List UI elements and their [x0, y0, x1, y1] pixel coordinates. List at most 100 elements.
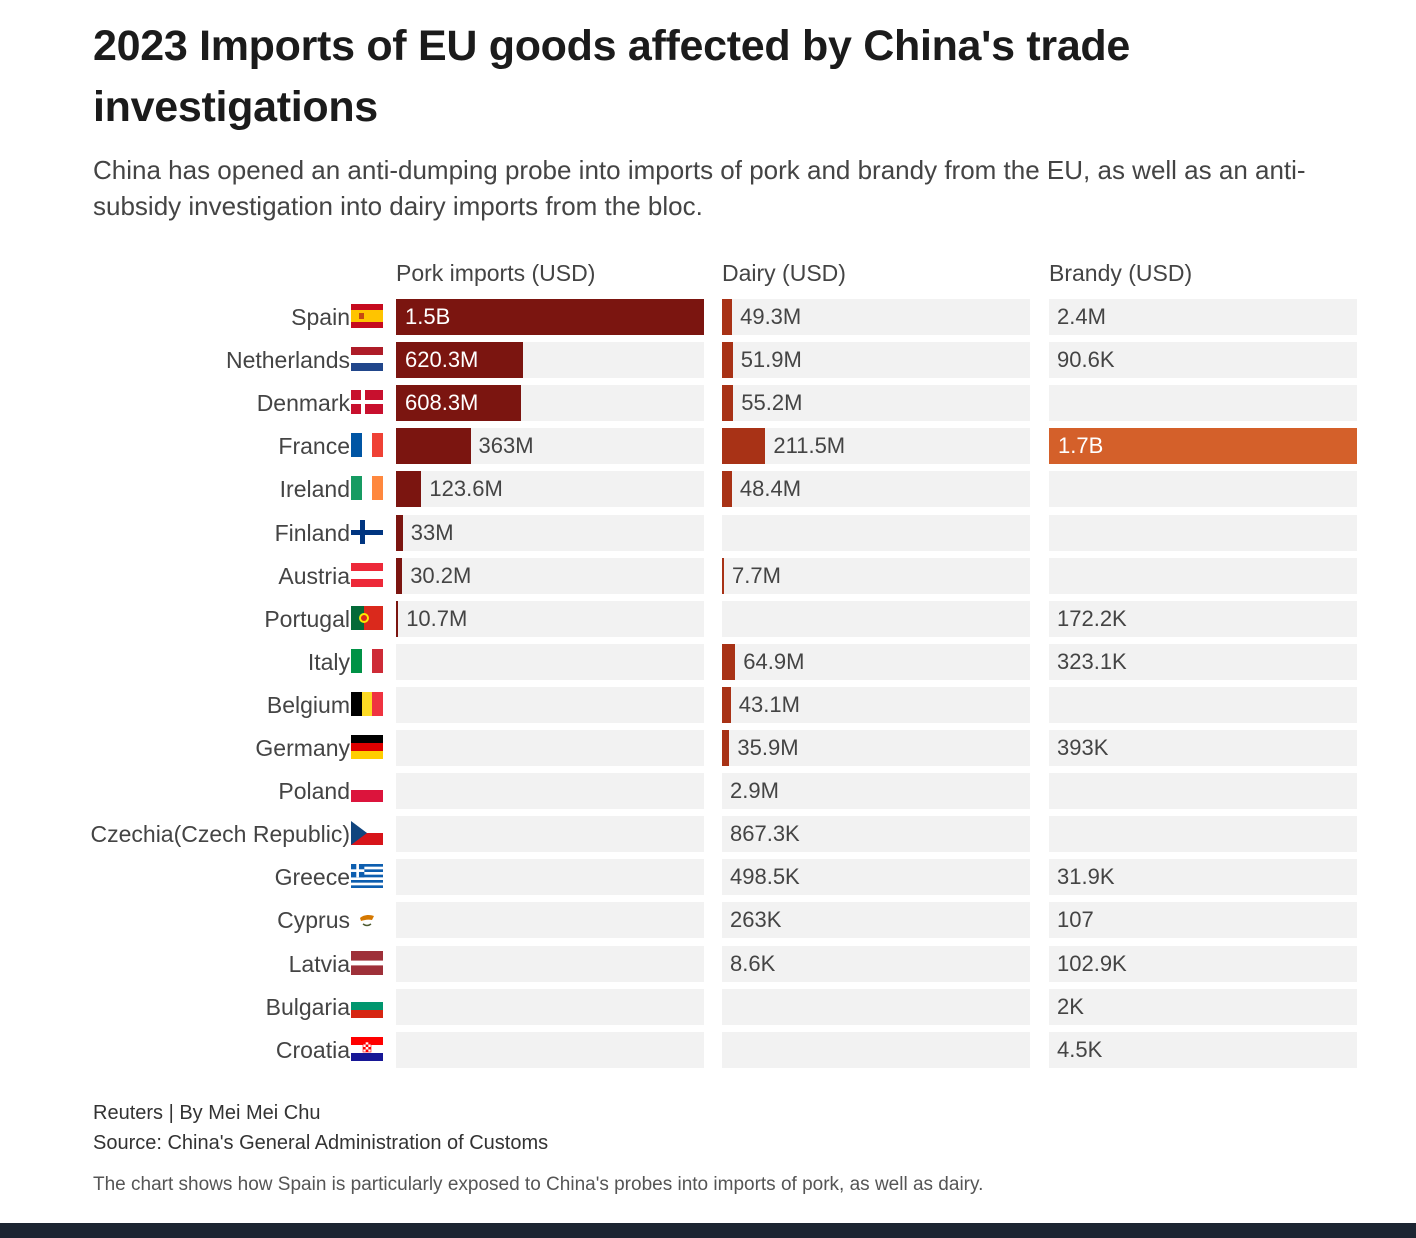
- pork-bar: [396, 342, 524, 379]
- country-label: Ireland: [279, 476, 350, 503]
- bottom-strip: [0, 1223, 1416, 1238]
- pork-bar: [396, 514, 403, 551]
- country-row-gr: Greece 498.5K 31.9K: [0, 859, 1416, 896]
- dairy-cell: [722, 600, 1030, 637]
- country-label: Cyprus: [277, 907, 350, 934]
- pork-cell: 10.7M: [396, 600, 704, 637]
- flag-cy-icon: [351, 907, 383, 932]
- brandy-value-label: 107: [1057, 907, 1094, 933]
- dairy-bar: [722, 730, 730, 766]
- pork-cell: [396, 643, 704, 680]
- flag-bg-icon: [351, 993, 383, 1018]
- country-row-pt: Portugal 10.7M 172.2K: [0, 600, 1416, 637]
- brandy-cell: 4.5K: [1049, 1031, 1357, 1068]
- pork-bar: [396, 299, 704, 335]
- dairy-cell: 2.9M: [722, 773, 1030, 810]
- country-label: Germany: [255, 735, 350, 761]
- pork-cell: 1.5B: [396, 299, 704, 335]
- pork-cell: [396, 816, 704, 853]
- brandy-cell: 1.7B: [1049, 428, 1357, 465]
- dairy-value-label: 35.9M: [737, 735, 799, 760]
- flag-es-icon: [351, 304, 383, 328]
- country-row-lv: Latvia 8.6K 102.9K: [0, 945, 1416, 982]
- pork-cell: 363M: [396, 428, 704, 465]
- pork-bar: [396, 428, 471, 465]
- pork-bar: [396, 600, 399, 637]
- flag-at-icon: [351, 562, 383, 587]
- flag-cz-icon: [351, 821, 383, 846]
- brandy-cell: 2.4M: [1049, 299, 1357, 335]
- chart-note: The chart shows how Spain is particularl…: [93, 1174, 984, 1195]
- pork-cell: 123.6M: [396, 471, 704, 508]
- brandy-cell: 107: [1049, 902, 1357, 939]
- country-row-bg: Bulgaria 2K: [0, 988, 1416, 1025]
- country-label: Latvia: [288, 950, 350, 977]
- dairy-bar: [722, 428, 766, 465]
- credit-line: Reuters | By Mei Mei Chu: [93, 1102, 321, 1124]
- flag-gr-icon: [351, 864, 383, 889]
- country-label: Czechia(Czech Republic): [90, 821, 351, 848]
- country-label: Greece: [274, 864, 350, 891]
- dairy-cell: [722, 1031, 1030, 1068]
- pork-bar: [396, 385, 521, 422]
- dairy-value-label: 211.5M: [773, 433, 846, 459]
- brandy-cell: [1049, 816, 1357, 853]
- dairy-value-label: 51.9M: [740, 347, 802, 373]
- flag-lv-icon: [351, 950, 383, 975]
- brandy-cell: [1049, 385, 1357, 422]
- dairy-value-label: 7.7M: [732, 562, 781, 588]
- brandy-value-label: 31.9K: [1057, 864, 1115, 890]
- pork-value-label: 30.2M: [410, 562, 472, 588]
- dairy-cell: 498.5K: [722, 859, 1030, 896]
- country-label: Finland: [274, 519, 350, 546]
- pork-value-label: 33M: [410, 519, 454, 545]
- dairy-cell: 55.2M: [722, 385, 1030, 422]
- pork-cell: 33M: [396, 514, 704, 551]
- flag-ie-icon: [351, 476, 383, 501]
- country-label: Poland: [278, 778, 350, 805]
- pork-value-label: 608.3M: [405, 390, 479, 416]
- brandy-cell: 172.2K: [1049, 600, 1357, 637]
- pork-cell: [396, 1031, 704, 1068]
- column-header-brandy: Brandy (USD): [1049, 260, 1193, 286]
- dairy-cell: [722, 988, 1030, 1025]
- column-header-pork: Pork imports (USD): [396, 260, 596, 286]
- brandy-cell: 323.1K: [1049, 643, 1357, 680]
- column-header-dairy: Dairy (USD): [722, 260, 846, 286]
- source-line: Source: China's General Administration o…: [93, 1132, 549, 1154]
- dairy-cell: 35.9M: [722, 730, 1030, 766]
- country-row-fi: Finland 33M: [0, 514, 1416, 551]
- country-label: Belgium: [266, 691, 350, 718]
- flag-nl-icon: [351, 347, 383, 372]
- dairy-bar: [722, 385, 734, 422]
- country-row-dk: Denmark 608.3M 55.2M: [0, 385, 1416, 422]
- brandy-cell: 393K: [1049, 730, 1357, 766]
- flag-fi-icon: [351, 519, 383, 544]
- dairy-bar: [722, 557, 724, 594]
- country-row-pl: Poland 2.9M: [0, 773, 1416, 810]
- dairy-cell: 48.4M: [722, 471, 1030, 508]
- flag-fr-icon: [351, 433, 383, 458]
- pork-value-label: 123.6M: [429, 476, 503, 502]
- country-row-de: Germany 35.9M 393K: [0, 730, 1416, 766]
- brandy-cell: [1049, 686, 1357, 723]
- brandy-value-label: 102.9K: [1057, 950, 1127, 976]
- chart-subtitle: China has opened an anti-dumping probe i…: [93, 155, 1306, 221]
- dairy-bar: [722, 299, 733, 335]
- brandy-value-label: 2.4M: [1057, 304, 1106, 329]
- dairy-cell: [722, 514, 1030, 551]
- country-label: France: [278, 433, 350, 460]
- dairy-value-label: 55.2M: [741, 390, 803, 416]
- brandy-value-label: 90.6K: [1057, 347, 1115, 373]
- flag-de-icon: [351, 735, 383, 759]
- brandy-cell: [1049, 557, 1357, 594]
- dairy-bar: [722, 471, 732, 508]
- dairy-cell: 263K: [722, 902, 1030, 939]
- country-label: Portugal: [264, 605, 350, 632]
- dairy-value-label: 2.9M: [730, 778, 779, 804]
- brandy-cell: [1049, 471, 1357, 508]
- dairy-cell: 49.3M: [722, 299, 1030, 335]
- dairy-cell: 211.5M: [722, 428, 1030, 465]
- country-row-it: Italy 64.9M 323.1K: [0, 643, 1416, 680]
- brandy-value-label: 1.7B: [1058, 433, 1104, 459]
